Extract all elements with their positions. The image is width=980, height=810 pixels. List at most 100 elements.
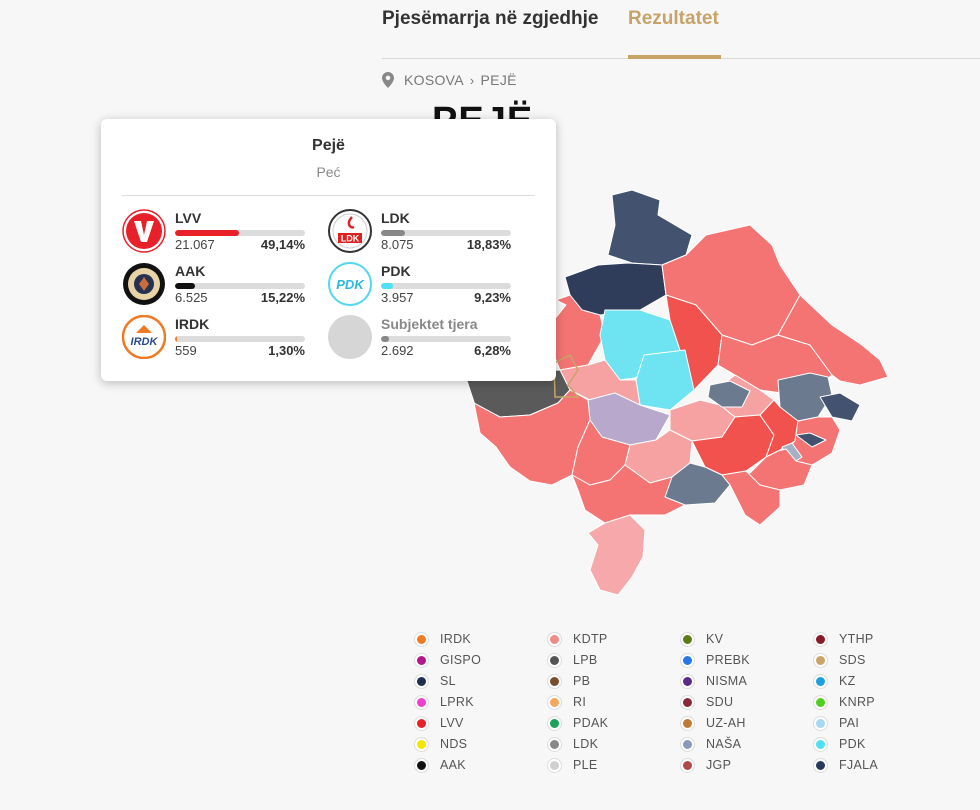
legend-label: SDS xyxy=(839,653,866,667)
legend-swatch xyxy=(548,716,561,730)
vote-share-bar xyxy=(381,283,511,289)
party-votes: 559 xyxy=(175,343,197,358)
legend-label: PAI xyxy=(839,716,860,730)
legend-swatch xyxy=(548,653,561,667)
party-percentage: 18,83% xyxy=(466,237,511,252)
legend-swatch xyxy=(548,632,561,646)
legend-swatch xyxy=(814,653,827,667)
legend-swatch xyxy=(814,737,827,751)
legend-item: PAI xyxy=(814,716,859,730)
svg-text:PDK: PDK xyxy=(336,277,365,292)
tooltip-divider xyxy=(122,195,535,196)
tooltip-title: Pejë xyxy=(312,137,345,154)
legend-label: SL xyxy=(440,674,456,688)
map-municipality[interactable] xyxy=(571,464,686,524)
legend-swatch xyxy=(681,695,694,709)
legend-swatch xyxy=(415,758,428,772)
party-result-irdk: IRDK IRDK 559 1,30% xyxy=(122,315,312,365)
party-percentage: 1,30% xyxy=(268,343,305,358)
legend-label: KNRP xyxy=(839,695,875,709)
map-municipality[interactable] xyxy=(707,380,751,408)
breadcrumb: KOSOVA › PEJË xyxy=(382,72,517,88)
legend-label: NISMA xyxy=(706,674,748,688)
legend-swatch xyxy=(814,758,827,772)
legend-label: KV xyxy=(706,632,724,646)
vote-share-bar xyxy=(381,336,511,342)
legend-swatch xyxy=(681,758,694,772)
legend-item: PREBK xyxy=(681,653,750,667)
party-name: LVV xyxy=(175,210,202,226)
legend-item: PLE xyxy=(548,758,598,772)
party-result-lvv: LVV 21.067 49,14% xyxy=(122,209,312,259)
map-municipality[interactable] xyxy=(819,392,861,422)
placeholder-logo-icon xyxy=(328,315,372,359)
location-pin-icon xyxy=(382,72,394,88)
legend-swatch xyxy=(415,674,428,688)
map-municipality[interactable] xyxy=(777,294,889,386)
legend-label: LPB xyxy=(573,653,598,667)
legend-label: NDS xyxy=(440,737,468,751)
legend-label: PREBK xyxy=(706,653,750,667)
party-votes: 6.525 xyxy=(175,290,208,305)
legend-item: YTHP xyxy=(814,632,874,646)
tab-results[interactable]: Rezultatet xyxy=(628,8,719,29)
vote-share-fill xyxy=(381,230,406,236)
vote-share-bar xyxy=(175,230,305,236)
legend-item: RI xyxy=(548,695,586,709)
legend-swatch xyxy=(548,758,561,772)
party-name: AAK xyxy=(175,263,206,279)
legend-item: SDU xyxy=(681,695,733,709)
party-result-pdk: PDK PDK 3.957 9,23% xyxy=(328,262,518,312)
vote-share-fill xyxy=(381,283,393,289)
party-percentage: 49,14% xyxy=(260,237,305,252)
legend-swatch xyxy=(548,695,561,709)
legend-swatch xyxy=(415,737,428,751)
legend-label: KDTP xyxy=(573,632,608,646)
legend-item: LPB xyxy=(548,653,598,667)
map-municipality[interactable] xyxy=(721,470,781,526)
irdk-logo-icon: IRDK xyxy=(122,315,166,359)
party-votes: 2.692 xyxy=(381,343,414,358)
legend-label: LVV xyxy=(440,716,464,730)
legend-swatch xyxy=(814,632,827,646)
vote-share-bar xyxy=(381,230,511,236)
legend-item: NDS xyxy=(415,737,467,751)
legend-item: LVV xyxy=(415,716,464,730)
legend-swatch xyxy=(415,653,428,667)
party-percentage: 15,22% xyxy=(260,290,305,305)
legend-item: KZ xyxy=(814,674,856,688)
legend-item: LPRK xyxy=(415,695,474,709)
pdk-logo-icon: PDK xyxy=(328,262,372,306)
legend-item: FJALA xyxy=(814,758,878,772)
tab-turnout[interactable]: Pjesëmarrja në zgjedhje xyxy=(382,8,599,29)
breadcrumb-peje[interactable]: PEJË xyxy=(480,72,517,88)
legend-label: IRDK xyxy=(440,632,472,646)
svg-text:LDK: LDK xyxy=(341,234,360,244)
legend-swatch xyxy=(814,695,827,709)
party-votes: 8.075 xyxy=(381,237,414,252)
breadcrumb-kosova[interactable]: KOSOVA xyxy=(404,72,464,88)
map-municipality[interactable] xyxy=(635,349,695,411)
legend-label: RI xyxy=(573,695,587,709)
party-percentage: 6,28% xyxy=(474,343,511,358)
party-result-others: Subjektet tjera 2.692 6,28% xyxy=(328,315,518,365)
party-name: PDK xyxy=(381,263,411,279)
map-municipality[interactable] xyxy=(607,189,693,266)
party-result-ldk: LDK LDK 8.075 18,83% xyxy=(328,209,518,259)
legend-label: YTHP xyxy=(839,632,874,646)
vote-share-fill xyxy=(175,283,195,289)
legend-swatch xyxy=(814,674,827,688)
map-municipality[interactable] xyxy=(587,514,646,596)
party-name: IRDK xyxy=(175,316,210,332)
map-municipality[interactable] xyxy=(795,432,827,448)
legend-label: AAK xyxy=(440,758,466,772)
legend-label: JGP xyxy=(706,758,732,772)
aak-logo-icon xyxy=(123,263,165,305)
chevron-right-icon: › xyxy=(469,72,475,88)
legend-item: SL xyxy=(415,674,456,688)
legend-swatch xyxy=(415,632,428,646)
party-name: LDK xyxy=(381,210,410,226)
party-votes: 21.067 xyxy=(175,237,215,252)
party-percentage: 9,23% xyxy=(474,290,511,305)
legend-swatch xyxy=(681,653,694,667)
